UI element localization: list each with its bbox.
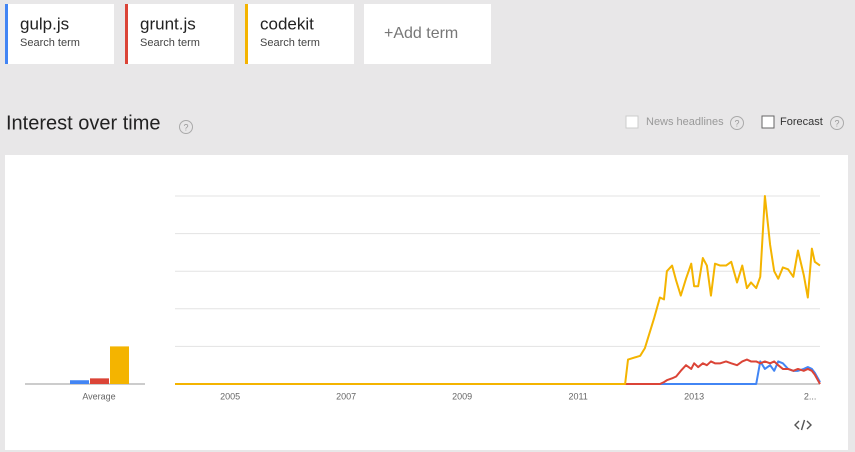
x-tick-label: 2009 [452,391,472,401]
embed-icon[interactable] [794,419,812,431]
help-text[interactable]: ? [834,118,839,128]
x-tick-label: 2011 [568,391,587,401]
term-cards: gulp.js Search term grunt.js Search term cod… [5,4,354,64]
term-color [125,4,128,64]
series-line [175,358,821,385]
term-kind: Search term [140,37,200,49]
term-kind: Search term [20,37,80,49]
average-bar [110,346,129,384]
x-tick-label: 2007 [336,391,356,401]
checkbox[interactable] [761,115,775,129]
help-icon[interactable] [830,116,844,130]
x-tick-label: 2005 [220,391,240,401]
average-label: Average [82,391,115,401]
help-text[interactable]: ? [734,118,739,128]
section-title: Interest over time [6,112,161,134]
help-text[interactable]: ? [183,122,188,132]
add-term[interactable]: +Add term [384,25,458,42]
term-name[interactable]: grunt.js [140,14,196,33]
term-name[interactable]: codekit [260,14,314,33]
term-color [245,4,248,64]
checkbox[interactable] [625,115,639,129]
term-name[interactable]: gulp.js [20,14,69,33]
term-card[interactable] [5,4,114,64]
help-icon[interactable] [730,116,744,130]
average-bar [90,378,109,384]
x-tick-label: 2... [804,391,817,401]
help-icon[interactable] [179,120,193,134]
series-line [175,195,821,385]
chart-panel [5,155,848,450]
option-label[interactable]: Forecast [780,116,823,128]
x-tick-label: 2013 [684,391,704,401]
average-bar [70,380,89,384]
term-card[interactable] [245,4,354,64]
add-term-card[interactable] [364,4,491,64]
term-kind: Search term [260,37,320,49]
option-label[interactable]: News headlines [646,116,724,128]
term-card[interactable] [125,4,234,64]
chart: 2005 2007 2009 2011 2013 2... Average [25,195,821,401]
term-color [5,4,8,64]
